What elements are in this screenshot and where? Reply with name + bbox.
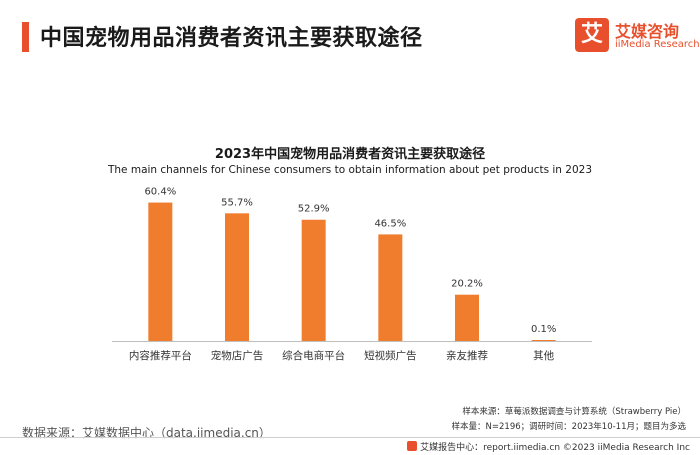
footer-divider [0, 437, 700, 438]
category-label: 综合电商平台 [282, 349, 345, 362]
bar [378, 234, 403, 341]
bar [455, 294, 479, 341]
chart-subtitle: The main channels for Chinese consumers … [107, 164, 593, 176]
data-source: 数据来源：艾媒数据中心（data.iimedia.cn） [22, 426, 271, 440]
page-title: 中国宠物用品消费者资讯主要获取途径 [40, 26, 423, 51]
category-label: 短视频广告 [364, 349, 417, 362]
report-center-icon [407, 441, 418, 451]
category-label: 宠物店广告 [211, 349, 264, 362]
data-label: 20.2% [451, 279, 483, 290]
data-label: 0.1% [531, 324, 556, 335]
bar [531, 340, 556, 341]
logo-name-cn: 艾媒咨询 [615, 22, 680, 41]
header: 中国宠物用品消费者资讯主要获取途径 艾 艾媒咨询 iiMedia Researc… [0, 0, 700, 72]
category-label: 其他 [533, 349, 554, 362]
data-label: 55.7% [221, 197, 253, 208]
bar [225, 213, 249, 341]
data-label: 60.4% [144, 187, 176, 198]
footer-text: 艾媒报告中心：report.iimedia.cn ©2023 iiMedia R… [420, 443, 690, 453]
brand-logo: 艾 艾媒咨询 iiMedia Research [575, 18, 700, 58]
sample-source-note: 样本来源：草莓派数据调查与计算系统（Strawberry Pie） [462, 407, 686, 417]
sample-size-note: 样本量：N=2196；调研时间：2023年10-11月；题目为多选 [451, 422, 686, 432]
chart-title: 2023年中国宠物用品消费者资讯主要获取途径 [214, 147, 486, 162]
category-label: 内容推荐平台 [129, 349, 192, 362]
data-label: 46.5% [374, 218, 406, 229]
bar [301, 219, 326, 341]
data-label: 52.9% [298, 204, 330, 215]
category-label: 亲友推荐 [446, 349, 488, 362]
footer: 艾媒报告中心：report.iimedia.cn ©2023 iiMedia R… [407, 440, 690, 453]
title-accent-bar [22, 22, 29, 52]
logo-name-en: iiMedia Research [615, 39, 700, 50]
logo-icon: 艾 [575, 18, 609, 52]
bar [148, 202, 173, 341]
